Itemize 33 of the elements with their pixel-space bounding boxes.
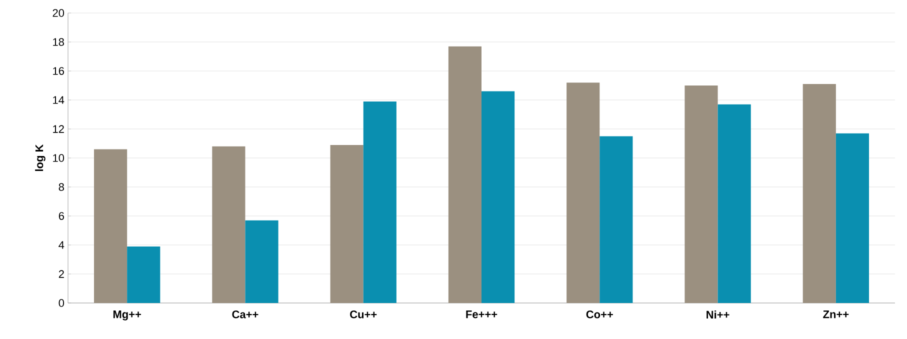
bar [566,82,600,303]
bar [212,146,246,303]
y-tick-label: 2 [58,270,64,278]
x-tick-label: Fe+++ [466,310,498,318]
bar [330,144,364,303]
x-tick-label: Ni++ [706,310,730,318]
y-tick-label: 18 [53,38,64,46]
y-tick-label: 16 [53,67,64,75]
x-tick-label: Ca++ [232,310,258,318]
x-tick-label: Mg++ [113,310,141,320]
bar [245,220,278,303]
x-tick-label: Cu++ [350,310,377,318]
y-tick-label: 20 [52,9,64,17]
y-tick-label: 4 [58,241,64,249]
bar [684,85,718,303]
bar [127,246,160,303]
bar [94,149,128,303]
bar [600,136,633,303]
x-tick-label: Zn++ [823,310,849,318]
y-tick-label: 8 [58,183,64,191]
bar [802,84,836,303]
y-tick-label: 14 [53,96,64,104]
bar [482,91,515,303]
y-tick-label: 12 [53,125,64,133]
y-axis-title: log K [35,144,46,171]
y-tick-label: 6 [58,212,64,220]
x-tick-label: Co++ [586,310,613,318]
bar [718,104,751,303]
bar [363,101,396,303]
bar [836,133,869,303]
y-tick-label: 0 [58,299,64,307]
bar [448,46,482,303]
y-tick-label: 10 [53,154,64,162]
